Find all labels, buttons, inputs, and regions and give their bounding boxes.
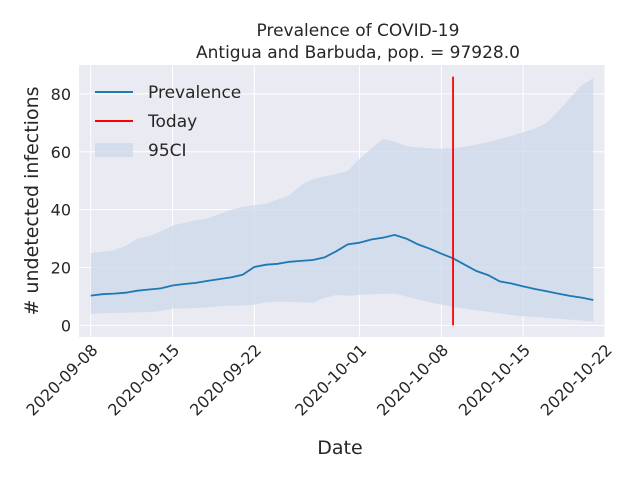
y-tick-label: 80: [51, 85, 71, 104]
y-axis-ticks: 0 20 40 60 80: [51, 85, 71, 335]
x-tick-label: 2020-10-08: [373, 340, 452, 419]
prevalence-line: [90, 233, 594, 301]
chart-title: Prevalence of COVID-19: [257, 21, 460, 41]
y-tick-label: 40: [51, 201, 71, 220]
x-tick-label: 2020-09-08: [22, 340, 101, 419]
legend-ci-label: 95CI: [148, 141, 187, 161]
chart-subtitle: Antigua and Barbuda, pop. = 97928.0: [196, 43, 520, 63]
y-axis-label: # undetected infections: [21, 86, 43, 315]
x-tick-label: 2020-10-15: [455, 340, 534, 419]
x-tick-label: 2020-09-22: [186, 340, 265, 419]
legend-today-label: Today: [147, 112, 197, 132]
y-tick-label: 20: [51, 259, 71, 278]
y-tick-label: 60: [51, 143, 71, 162]
x-axis-label: Date: [317, 437, 362, 459]
x-tick-label: 2020-10-01: [291, 340, 370, 419]
x-axis-ticks: 2020-09-08 2020-09-15 2020-09-22 2020-10-01…: [22, 340, 615, 419]
legend: Prevalence Today 95CI: [95, 83, 241, 161]
ci-band: [90, 78, 594, 322]
legend-ci-swatch: [95, 143, 133, 157]
y-tick-label: 0: [61, 316, 71, 335]
x-tick-label: 2020-09-15: [104, 340, 183, 419]
x-tick-label: 2020-10-22: [537, 340, 616, 419]
legend-prevalence-label: Prevalence: [148, 83, 241, 103]
